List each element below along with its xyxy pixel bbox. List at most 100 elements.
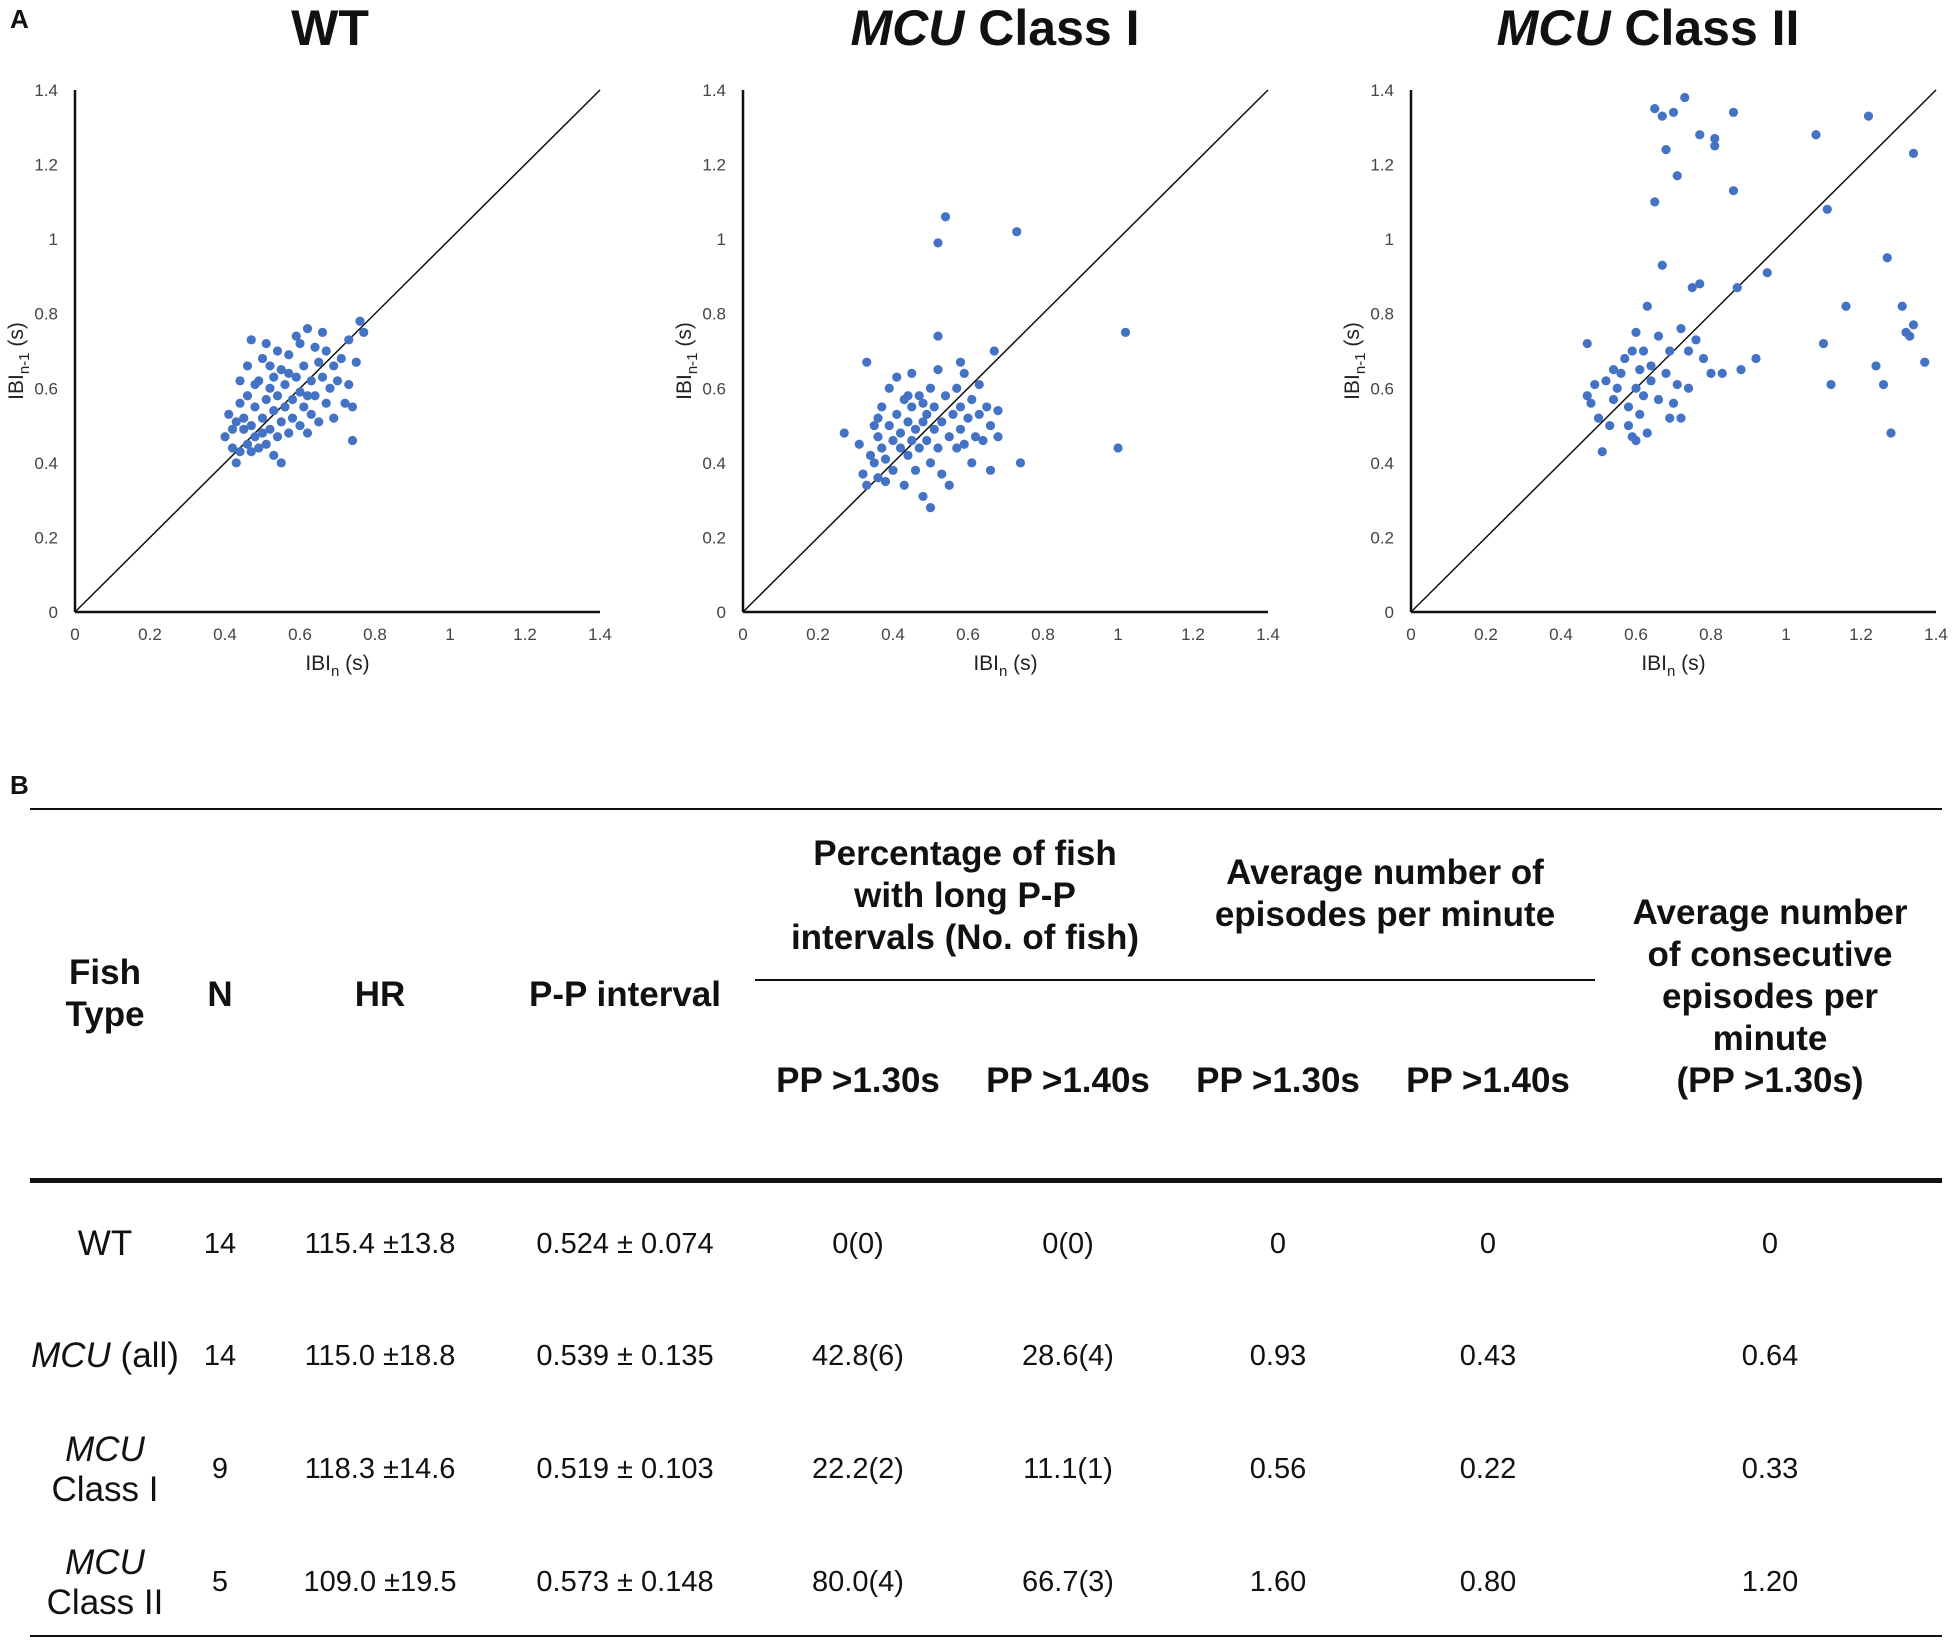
data-point [888, 435, 898, 446]
data-point [1638, 391, 1649, 401]
data-point [1905, 331, 1915, 341]
y-tick-label: 0.8 [702, 305, 726, 324]
row-fish-type: WT [10, 1224, 200, 1264]
y-tick-label: 1 [49, 230, 58, 249]
row-pct-pp140: 0(0) [1042, 1228, 1094, 1260]
data-point [933, 365, 943, 375]
panel-label-b: B [10, 770, 29, 800]
row-eps-pp130: 0.56 [1249, 1453, 1307, 1485]
y-tick-label: 0 [49, 603, 58, 622]
data-point [993, 406, 1003, 416]
data-point [344, 379, 354, 390]
row-fish-type: MCU Class II [10, 1543, 200, 1623]
x-tick-label: 1.4 [1924, 625, 1948, 644]
data-point [918, 491, 928, 502]
data-point [1672, 379, 1682, 390]
row-pct-pp130: 22.2(2) [812, 1453, 904, 1485]
y-tick-label: 1.4 [1370, 81, 1394, 100]
row-pct-pp140: 28.6(4) [1022, 1340, 1114, 1372]
header-fish-type-line2: Type [65, 995, 145, 1034]
data-point [1706, 368, 1716, 378]
data-point [903, 391, 913, 401]
data-point [1822, 204, 1832, 214]
row-n: 14 [203, 1228, 237, 1260]
y-axis-label: IBIn-1 (s) [1341, 322, 1369, 400]
identity-line [742, 89, 1269, 613]
x-axis-label: IBIn (s) [973, 652, 1037, 680]
y-tick-label: 0.6 [702, 379, 726, 398]
data-point [1608, 365, 1619, 375]
data-point [242, 361, 253, 371]
data-point [1582, 391, 1592, 401]
data-point [1920, 357, 1930, 367]
data-point [340, 398, 350, 408]
x-tick-label: 0 [70, 625, 79, 644]
data-point [265, 361, 275, 371]
row-fish-type-italic: MCU [65, 1543, 145, 1582]
header-pct-line1: Percentage of fish [813, 834, 1117, 873]
header-avg-line2: episodes per minute [1214, 895, 1556, 934]
data-point [944, 432, 954, 442]
row-fish-type-italic: MCU [31, 1336, 111, 1375]
data-point [1751, 353, 1761, 364]
data-point [306, 376, 316, 386]
data-point [239, 424, 249, 434]
row-pp-interval: 0.539 ± 0.135 [536, 1340, 714, 1372]
data-point [903, 417, 913, 427]
x-tick-label: 0.6 [1624, 625, 1648, 644]
data-point [985, 465, 996, 475]
data-point [963, 413, 973, 423]
data-point [1665, 346, 1675, 356]
row-eps-pp140: 0.43 [1459, 1340, 1517, 1372]
data-point [231, 458, 241, 468]
x-tick-label: 1.4 [588, 625, 612, 644]
data-point [1590, 379, 1600, 390]
data-point [955, 402, 966, 412]
data-point [873, 413, 883, 423]
data-point [1612, 383, 1622, 393]
x-tick-label: 1.2 [513, 625, 537, 644]
data-point [321, 346, 331, 356]
row-eps-pp140: 0.22 [1459, 1453, 1517, 1485]
data-point [925, 503, 936, 513]
header-fish-type-line1: Fish [69, 953, 141, 992]
data-point [877, 443, 887, 453]
data-point [880, 454, 891, 464]
data-point [325, 383, 335, 393]
data-point [280, 402, 290, 412]
data-point [877, 402, 887, 412]
data-point [1623, 402, 1634, 412]
data-point [1631, 435, 1641, 446]
row-eps-pp130: 0.93 [1249, 1340, 1307, 1372]
data-point [347, 402, 358, 412]
data-point [869, 420, 879, 431]
data-point [869, 458, 879, 468]
data-point [967, 394, 977, 405]
data-point [974, 379, 984, 390]
data-point [347, 435, 358, 446]
data-point [261, 394, 271, 405]
y-tick-label: 1 [717, 230, 726, 249]
row-consecutive: 1.20 [1741, 1566, 1799, 1598]
header-average-group: Average number of episodes per minute [1175, 852, 1595, 936]
row-pct-pp140: 11.1(1) [1023, 1453, 1113, 1485]
panel-label-a: A [10, 4, 29, 34]
data-point [351, 357, 361, 367]
data-point [1728, 107, 1739, 117]
data-point [1897, 301, 1907, 311]
y-tick-label: 0 [717, 603, 726, 622]
data-point [1826, 379, 1836, 390]
data-point [922, 435, 932, 446]
y-tick-label: 0.8 [1370, 305, 1394, 324]
data-point [1627, 346, 1637, 356]
data-point [918, 398, 928, 408]
row-pct-pp130: 80.0(4) [812, 1566, 904, 1598]
row-eps-pp140: 0 [1479, 1228, 1497, 1260]
data-point [1616, 368, 1626, 378]
x-tick-label: 0.2 [138, 625, 162, 644]
data-point [246, 420, 256, 431]
data-point [884, 420, 894, 431]
row-hr: 115.4 ±13.8 [304, 1228, 456, 1260]
data-point [317, 372, 328, 382]
x-tick-label: 0.6 [288, 625, 312, 644]
